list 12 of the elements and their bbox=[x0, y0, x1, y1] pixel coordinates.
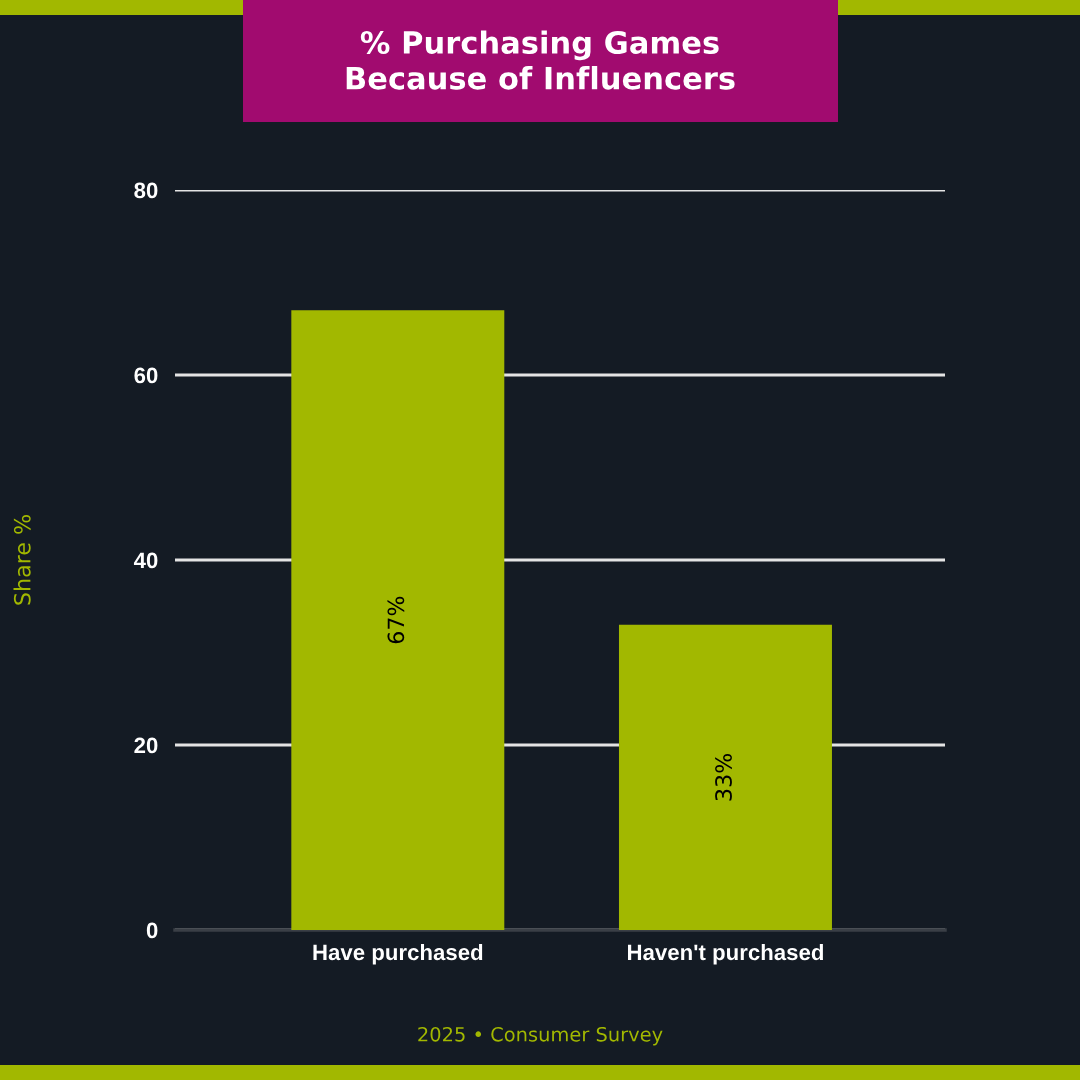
x-tick-label: Haven't purchased bbox=[627, 943, 823, 965]
chart-title: % Purchasing Games Because of Influencers bbox=[346, 30, 735, 90]
y-tick-label: 40 bbox=[133, 552, 158, 569]
data-label: 67% bbox=[387, 596, 405, 644]
data-label: 33% bbox=[715, 753, 732, 801]
text: 2025 • Consumer Survey bbox=[418, 1026, 663, 1046]
y-axis-title: Share % bbox=[13, 515, 31, 605]
y-tick-label: 20 bbox=[134, 737, 158, 754]
x-tick-label: Have purchased bbox=[313, 943, 483, 965]
y-tick-label: 80 bbox=[134, 182, 158, 199]
y-tick-label: 0 bbox=[146, 922, 158, 939]
y-tick-label: 60 bbox=[134, 367, 158, 384]
